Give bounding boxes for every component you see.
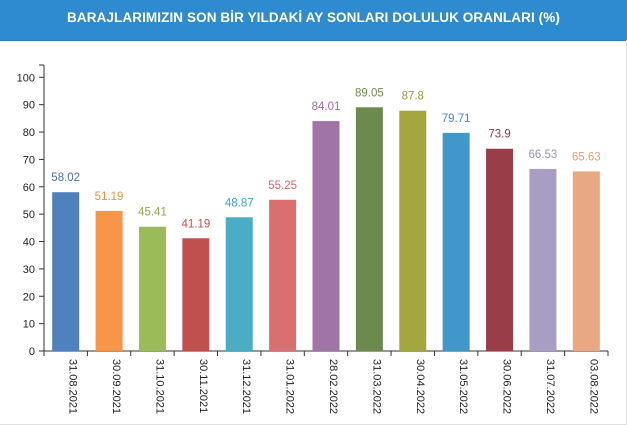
- category-label-31.10.2021: 31.10.2021: [153, 359, 165, 414]
- y-tick-label-40: 40: [23, 237, 35, 249]
- data-label-30.06.2022: 73.9: [488, 129, 510, 141]
- bar-31.01.2022: [269, 199, 297, 351]
- bar-30.11.2021: [182, 238, 210, 351]
- data-label-31.10.2021: 45.41: [138, 207, 167, 219]
- y-tick-label-90: 90: [23, 100, 35, 112]
- y-tick-label-20: 20: [23, 291, 35, 303]
- data-label-31.07.2022: 66.53: [529, 149, 558, 161]
- category-label-30.06.2022: 30.06.2022: [501, 359, 513, 414]
- bar-31.12.2021: [225, 217, 253, 351]
- y-tick-label-100: 100: [17, 72, 35, 84]
- chart-axes: 0 10 20 30 40 50 60 70 80 90 100: [17, 64, 609, 358]
- chart-category-labels: 31.08.2021 30.09.2021 31.10.2021 30.11.2021…: [67, 359, 600, 414]
- bar-31.07.2022: [529, 168, 557, 351]
- bar-31.03.2022: [355, 107, 383, 351]
- category-label-28.02.2022: 28.02.2022: [327, 359, 339, 414]
- data-label-31.01.2022: 55.25: [268, 180, 297, 192]
- chart-header: BARAJLARIMIZIN SON BİR YILDAKİ AY SONLAR…: [0, 0, 627, 41]
- y-tick-label-30: 30: [23, 264, 35, 276]
- bar-31.08.2021: [52, 192, 80, 351]
- data-label-03.08.2022: 65.63: [572, 151, 601, 163]
- category-label-31.07.2022: 31.07.2022: [544, 359, 556, 414]
- category-label-31.05.2022: 31.05.2022: [457, 359, 469, 414]
- chart-title: BARAJLARIMIZIN SON BİR YILDAKİ AY SONLAR…: [67, 10, 560, 25]
- data-label-31.12.2021: 48.87: [225, 197, 254, 209]
- category-label-03.08.2022: 03.08.2022: [587, 359, 599, 414]
- data-label-31.05.2022: 79.71: [442, 113, 471, 125]
- y-tick-label-80: 80: [23, 127, 35, 139]
- data-label-31.03.2022: 89.05: [355, 87, 384, 99]
- chart-bars: [52, 107, 600, 351]
- y-tick-label-0: 0: [29, 346, 35, 358]
- data-label-28.02.2022: 84.01: [312, 101, 341, 113]
- bar-31.10.2021: [138, 226, 166, 351]
- bar-30.04.2022: [399, 110, 427, 351]
- category-label-30.04.2022: 30.04.2022: [414, 359, 426, 414]
- bar-30.09.2021: [95, 210, 123, 351]
- category-label-30.11.2021: 30.11.2021: [197, 359, 209, 413]
- category-label-31.03.2022: 31.03.2022: [370, 359, 382, 414]
- data-label-31.08.2021: 58.02: [51, 172, 80, 184]
- y-tick-label-50: 50: [23, 209, 35, 221]
- category-label-31.12.2021: 31.12.2021: [240, 359, 252, 414]
- category-label-30.09.2021: 30.09.2021: [110, 359, 122, 414]
- chart-data-labels: 58.02 51.19 45.41 41.19 48.87 55.25 84.01 89.05…: [51, 87, 600, 230]
- bar-03.08.2022: [572, 171, 600, 351]
- data-label-30.11.2021: 41.19: [181, 218, 210, 230]
- y-tick-label-70: 70: [23, 154, 35, 166]
- y-tick-label-60: 60: [23, 182, 35, 194]
- data-label-30.09.2021: 51.19: [95, 191, 124, 203]
- data-label-30.04.2022: 87.8: [402, 91, 424, 103]
- bar-31.05.2022: [442, 132, 470, 351]
- category-label-31.08.2021: 31.08.2021: [67, 359, 79, 414]
- bar-30.06.2022: [486, 148, 514, 351]
- y-tick-label-10: 10: [23, 319, 35, 331]
- category-label-31.01.2022: 31.01.2022: [284, 359, 296, 414]
- bar-28.02.2022: [312, 121, 340, 351]
